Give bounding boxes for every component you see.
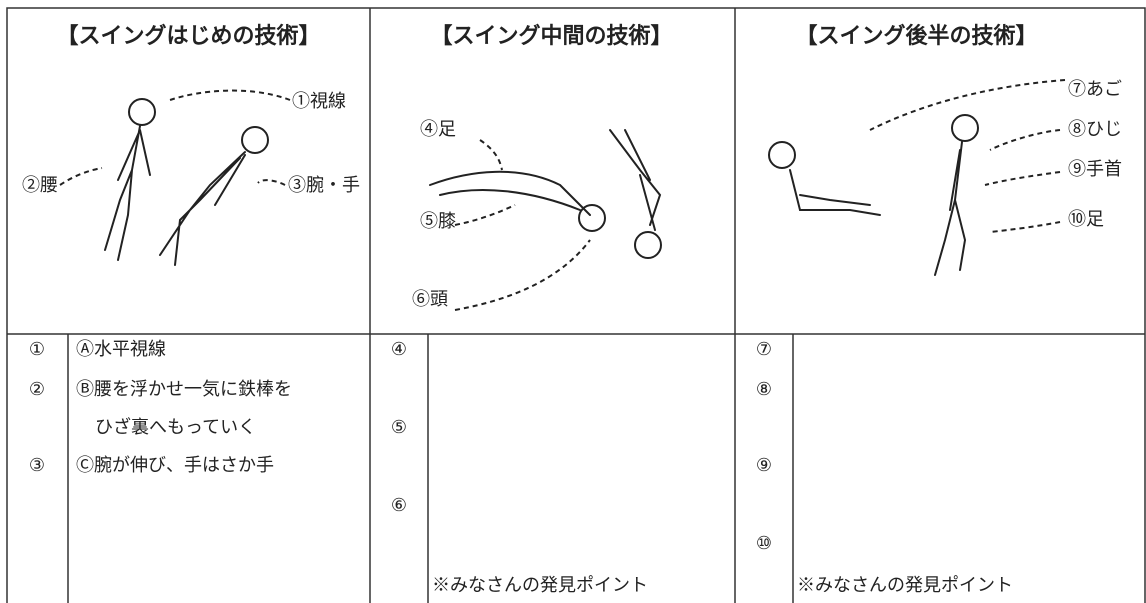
item-number: ① bbox=[28, 339, 46, 360]
item-text: Ⓒ腕が伸び、手はさか手 bbox=[76, 455, 274, 476]
figure-label: ④足 bbox=[420, 119, 456, 140]
figure-label: ②腰 bbox=[22, 175, 58, 196]
item-number: ④ bbox=[390, 339, 408, 360]
item-number: ⑤ bbox=[390, 417, 408, 438]
note: ※みなさんの発見ポイント bbox=[432, 575, 648, 596]
item-number: ⑥ bbox=[390, 495, 408, 516]
figure-label: ③腕・手 bbox=[288, 175, 360, 196]
item-text: Ⓐ水平視線 bbox=[76, 339, 166, 360]
column-title: 【スイング後半の技術】 bbox=[795, 24, 1038, 49]
column-title: 【スイングはじめの技術】 bbox=[56, 24, 321, 49]
item-number: ⑦ bbox=[755, 339, 773, 360]
figure-label: ⑦あご bbox=[1068, 79, 1122, 100]
figure-label: ⑥頭 bbox=[412, 289, 448, 310]
column-title: 【スイング中間の技術】 bbox=[430, 24, 673, 49]
note: ※みなさんの発見ポイント bbox=[797, 575, 1013, 596]
item-text: Ⓑ腰を浮かせ一気に鉄棒を bbox=[76, 379, 292, 400]
item-number: ② bbox=[28, 379, 46, 400]
item-number: ③ bbox=[28, 455, 46, 476]
item-number: ⑨ bbox=[755, 455, 773, 476]
figure-label: ⑩足 bbox=[1068, 209, 1104, 230]
item-number: ⑧ bbox=[755, 379, 773, 400]
figure-label: ⑤膝 bbox=[420, 211, 456, 232]
item-text: ひざ裏へもっていく bbox=[95, 417, 257, 438]
figure-label: ⑨手首 bbox=[1068, 159, 1122, 180]
figure-label: ①視線 bbox=[292, 91, 346, 112]
item-number: ⑩ bbox=[755, 533, 773, 554]
figure-label: ⑧ひじ bbox=[1068, 119, 1122, 140]
